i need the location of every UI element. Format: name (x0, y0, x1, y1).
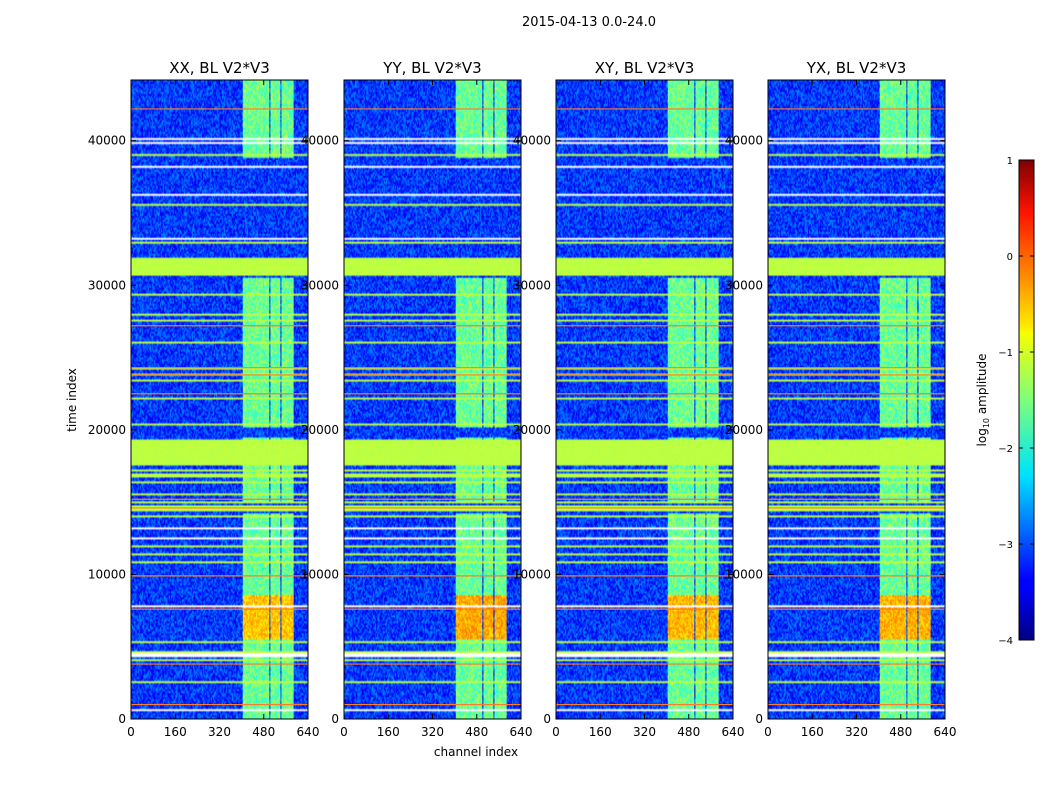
x-tick-label: 480 (677, 725, 700, 739)
x-tick-label: 0 (552, 725, 560, 739)
x-tick-label: 0 (340, 725, 348, 739)
heatmap-image (344, 80, 521, 719)
panel-title: YX, BL V2*V3 (806, 59, 907, 77)
x-tick-label: 480 (252, 725, 275, 739)
y-tick-label: 40000 (725, 134, 763, 148)
y-tick-label: 40000 (301, 134, 339, 148)
x-tick-label: 640 (934, 725, 957, 739)
y-tick-label: 30000 (301, 278, 339, 292)
x-tick-label: 0 (127, 725, 135, 739)
panel-2: YY, BL V2*V3 0 160 320 480 640 0 10000 20000 3000… (301, 59, 533, 739)
colorbar-tick-label: 1 (1007, 156, 1013, 167)
y-tick-label: 10000 (88, 567, 126, 581)
colorbar-tick-label: 0 (1007, 252, 1013, 263)
x-tick-label: 640 (722, 725, 745, 739)
colorbar-label-sub: 10 (982, 418, 991, 428)
panel-4: YX, BL V2*V3 0 160 320 480 640 0 10000 20000 3000… (725, 59, 957, 739)
y-tick-label: 20000 (725, 423, 763, 437)
panel-3: XY, BL V2*V3 0 160 320 480 640 0 10000 20000 3000… (513, 59, 745, 739)
x-tick-label: 480 (889, 725, 912, 739)
x-tick-label: 320 (633, 725, 656, 739)
y-tick-label: 10000 (301, 567, 339, 581)
x-tick-label: 160 (377, 725, 400, 739)
colorbar-gradient (1018, 159, 1035, 641)
x-tick-label: 320 (421, 725, 444, 739)
y-axis-label: time index (65, 368, 79, 432)
x-axis-label: channel index (434, 745, 518, 759)
y-tick-label: 40000 (88, 134, 126, 148)
panel-1: XX, BL V2*V3 0 160 320 480 640 0 10000 20000 3000… (88, 59, 320, 739)
x-tick-label: 320 (845, 725, 868, 739)
panel-title: XY, BL V2*V3 (595, 59, 695, 77)
y-tick-label: 40000 (513, 134, 551, 148)
colorbar-tick-label: −3 (998, 540, 1013, 551)
heatmap-image (556, 80, 733, 719)
y-tick-label: 0 (331, 712, 339, 726)
panel-title: XX, BL V2*V3 (169, 59, 270, 77)
panels: XX, BL V2*V3 0 160 320 480 640 0 10000 20000 3000… (88, 59, 957, 739)
panel-title: YY, BL V2*V3 (382, 59, 481, 77)
colorbar-tick-label: −1 (998, 348, 1013, 359)
x-tick-label: 0 (764, 725, 772, 739)
y-tick-label: 20000 (88, 423, 126, 437)
y-tick-label: 20000 (513, 423, 551, 437)
heatmap-image (131, 80, 308, 719)
y-tick-label: 20000 (301, 423, 339, 437)
colorbar-tick-label: −4 (998, 636, 1013, 647)
y-tick-label: 30000 (88, 278, 126, 292)
suptitle: 2015-04-13 0.0-24.0 (522, 15, 656, 30)
x-tick-label: 160 (589, 725, 612, 739)
y-tick-label: 10000 (725, 567, 763, 581)
colorbar-label: log10 amplitude (975, 354, 991, 447)
y-tick-label: 30000 (725, 278, 763, 292)
x-tick-label: 640 (297, 725, 320, 739)
y-tick-label: 10000 (513, 567, 551, 581)
y-tick-label: 30000 (513, 278, 551, 292)
colorbar-label-rest: amplitude (975, 354, 989, 418)
x-tick-label: 640 (510, 725, 533, 739)
x-tick-label: 160 (164, 725, 187, 739)
x-tick-label: 480 (465, 725, 488, 739)
colorbar: 10−1−2−3−4 log10 amplitude (975, 156, 1035, 647)
colorbar-tick-label: −2 (998, 444, 1013, 455)
colorbar-label-main: log (975, 428, 989, 446)
colorbar-ticks: 1 0 −1 −2 −3 −4 (998, 156, 1034, 647)
y-tick-label: 0 (543, 712, 551, 726)
x-tick-label: 160 (801, 725, 824, 739)
x-tick-label: 320 (208, 725, 231, 739)
y-tick-label: 0 (118, 712, 126, 726)
heatmap-image (768, 80, 945, 719)
y-tick-label: 0 (755, 712, 763, 726)
